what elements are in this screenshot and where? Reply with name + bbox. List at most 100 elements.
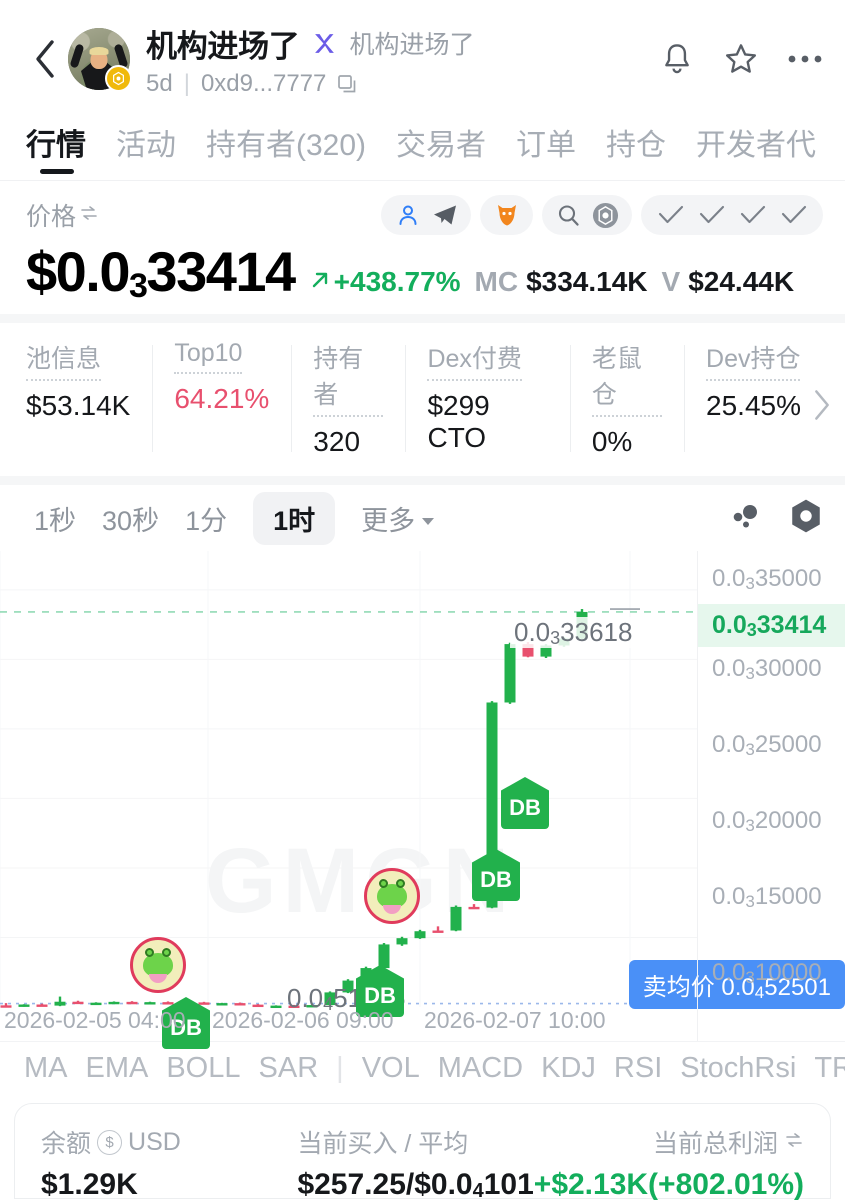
section-divider [0,476,845,485]
stat-value: 25.45% [706,390,801,421]
search-icon[interactable] [555,202,582,229]
stat-value: $53.14K [26,390,131,421]
person-icon[interactable] [394,202,421,229]
profit-label: 当前总利润 [653,1124,804,1160]
indicator-macd[interactable]: MACD [437,1052,524,1084]
swap-arrows-icon[interactable] [784,1128,804,1157]
trader-avatar-marker[interactable] [364,868,420,924]
bnb-token-icon[interactable] [592,202,619,229]
timeframe-30s[interactable]: 30秒 [102,505,160,536]
balance-label: 余额 $ USD [41,1127,181,1159]
stat-value: 320 [313,426,361,457]
chevron-left-icon[interactable] [28,36,62,82]
stat-label: 持有者 [313,339,384,417]
buy-average-value: $257.25/$0.04101 [297,1168,534,1202]
star-icon[interactable] [723,41,759,77]
contract-address[interactable]: 0xd9...7777 [200,69,327,97]
fox-wallet-icon[interactable] [493,202,520,229]
arrow-up-right-icon [309,266,331,298]
indicator-ema[interactable]: EMA [85,1052,149,1084]
chip-search-bnb [542,195,632,235]
price-block: 价格 [0,181,845,314]
social-chips [381,195,823,235]
axis-tick: 0.0330000 [712,655,822,683]
token-age: 5d [146,69,173,97]
hexagon-icon[interactable] [789,498,823,539]
social-handle: 机构进场了 [349,31,475,59]
bottom-panel-wrap: 余额 $ USD $1.29K 当前买入 / 平均 $257.25/$0.041… [0,1095,845,1202]
profit-column: 当前总利润 +$2.13K(+802.01%) [534,1124,804,1202]
price-axis[interactable]: 0.0335000 0.0333414 0.0330000 0.0325000 … [697,551,845,1041]
main-tabs: 行情 活动 持有者(320) 交易者 订单 持仓 开发者代 [0,118,845,180]
telegram-icon[interactable] [431,202,458,229]
tab-huodong[interactable]: 活动 [116,129,176,162]
check-icon[interactable] [739,202,766,229]
header-actions [659,41,823,77]
stats-row: 池信息 $53.14K Top10 64.21% 持有者 320 Dex付费 $… [0,323,845,476]
tab-positions[interactable]: 持仓 [606,129,667,162]
chip-verification-checks [641,195,823,235]
timeframe-1s[interactable]: 1秒 [34,505,77,536]
stat-pool-info[interactable]: 池信息 $53.14K [26,339,152,458]
price-chart[interactable]: GMGN 0.0333618 0.0451415 DB DB DB DB 卖均价… [0,551,845,1049]
tab-orders[interactable]: 订单 [516,129,577,162]
indicator-trix[interactable]: TRIX [814,1052,845,1084]
buy-average-column: 当前买入 / 平均 $257.25/$0.04101 [297,1124,533,1202]
stat-value: 64.21% [174,383,270,414]
trader-avatar-marker[interactable] [130,937,186,993]
stat-value: $299 CTO [427,390,490,453]
bubble-map-icon[interactable] [729,499,763,538]
indicator-sar[interactable]: SAR [258,1052,319,1084]
time-axis: 2026-02-05 04:00 2026-02-06 09:00 2026-0… [0,1007,697,1041]
x-platform-icon[interactable] [312,30,338,56]
balance-value: $1.29K [41,1168,138,1201]
check-icon[interactable] [657,202,684,229]
tab-traders[interactable]: 交易者 [396,129,487,162]
stat-top10[interactable]: Top10 64.21% [152,339,291,458]
volume: V $24.44K [661,266,795,297]
check-icon[interactable] [698,202,725,229]
chevron-right-icon[interactable] [811,388,835,420]
caret-down-icon [420,503,436,534]
swap-arrows-icon[interactable] [79,201,99,230]
indicator-separator: | [336,1052,344,1084]
check-icon[interactable] [780,202,807,229]
chip-social-group [381,195,471,235]
stat-value: 0% [591,426,633,457]
tab-developer[interactable]: 开发者代 [696,129,817,162]
indicator-ma[interactable]: MA [24,1052,68,1084]
indicator-boll[interactable]: BOLL [166,1052,241,1084]
bell-icon[interactable] [659,41,695,77]
stat-dex-paid[interactable]: Dex付费 $299 CTO [405,339,569,458]
indicator-kdj[interactable]: KDJ [541,1052,596,1084]
tab-hangqing[interactable]: 行情 [26,120,86,180]
stat-label: 池信息 [26,339,102,381]
price-change: +438.77% [309,266,461,298]
profit-value: +$2.13K(+802.01%) [533,1168,804,1201]
avatar[interactable] [68,28,132,92]
timeframe-1h[interactable]: 1时 [253,491,336,545]
more-dots-icon[interactable] [787,41,823,77]
stat-holders[interactable]: 持有者 320 [291,339,405,458]
copy-icon[interactable] [337,74,357,94]
avatar-image [68,28,130,90]
time-tick: 2026-02-05 04:00 [4,1007,186,1033]
indicator-rsi[interactable]: RSI [613,1052,663,1084]
bnb-chain-icon [105,65,132,92]
stat-dev-holding[interactable]: Dev持仓 25.45% [684,339,823,458]
indicator-stochrsi[interactable]: StochRsi [680,1052,797,1084]
sell-average-price-tag: 卖均价 0.0452501 [628,960,845,1009]
meta-separator: | [183,69,190,97]
token-name: 机构进场了 [146,28,300,64]
section-divider [0,314,845,323]
current-price-tag: 0.0333414 [698,604,845,647]
stat-insiders[interactable]: 老鼠仓 0% [569,339,684,458]
timeframe-1m[interactable]: 1分 [185,505,228,536]
stat-label: 老鼠仓 [591,339,663,417]
timeframe-more-button[interactable]: 更多 [361,499,436,538]
candlestick-canvas [0,551,697,1009]
tab-holders[interactable]: 持有者(320) [206,129,367,162]
stat-label: Top10 [174,339,243,374]
axis-tick: 0.0335000 [712,565,822,593]
indicator-vol[interactable]: VOL [361,1052,420,1084]
